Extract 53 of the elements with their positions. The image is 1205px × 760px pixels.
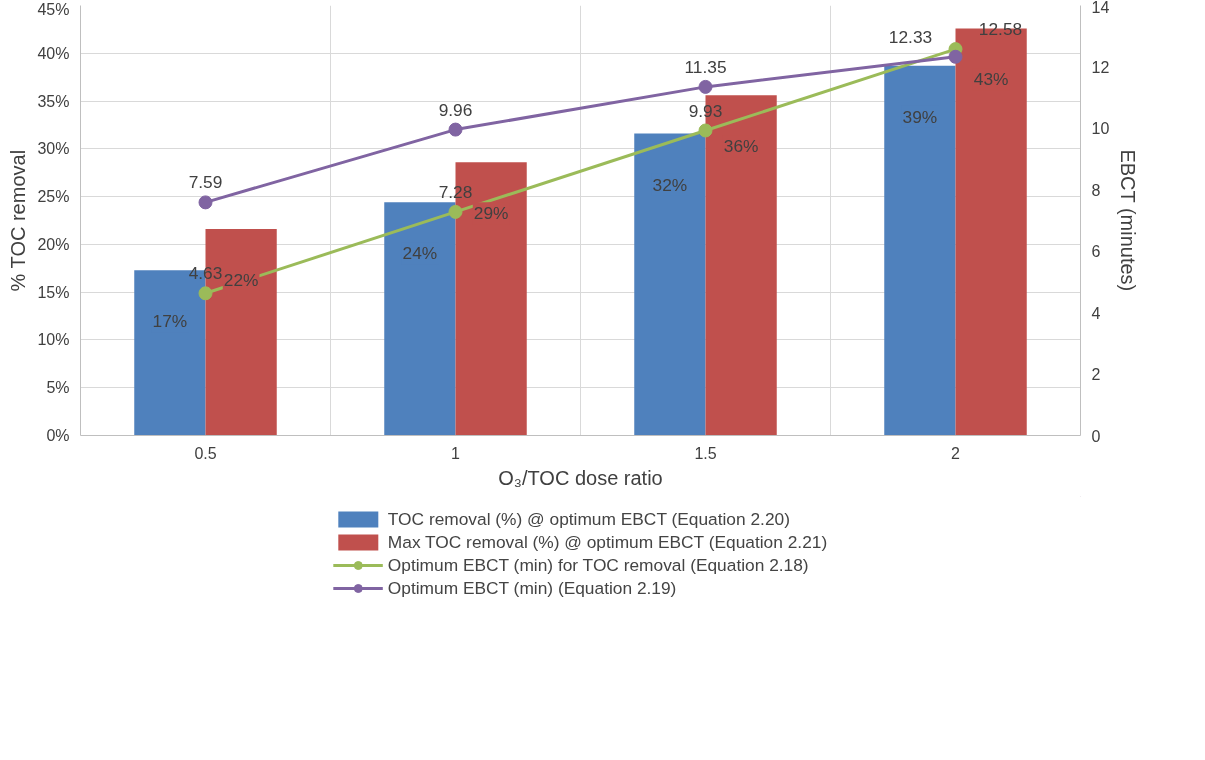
point: [948, 49, 963, 64]
y-tick-label: 0%: [46, 427, 70, 444]
y-tick-label: 10%: [37, 331, 70, 349]
data-label: 36%: [723, 136, 759, 157]
y-tick-label: 40%: [37, 44, 70, 62]
x-tick-label: 2: [951, 444, 961, 462]
y-tick-label: 15%: [37, 283, 70, 301]
y2-tick-label: 6: [1091, 243, 1101, 261]
data-label: 32%: [652, 174, 688, 195]
data-label: 22%: [223, 270, 259, 291]
data-label: 29%: [473, 203, 509, 224]
y2-axis-title: EBCT (minutes): [1117, 149, 1140, 292]
legend-label: Max TOC removal (%) @ optimum EBCT (Equation 2.21): [387, 531, 828, 553]
data-label: 39%: [902, 106, 938, 127]
data-label: 12.33: [888, 26, 933, 47]
point: [198, 195, 213, 210]
data-label: 17%: [152, 311, 188, 332]
point: [698, 79, 713, 94]
legend-label: Optimum EBCT (min) (Equation 2.19): [387, 577, 677, 599]
x-tick-label: 0.5: [194, 444, 217, 462]
y-axis-title: % TOC removal: [7, 149, 30, 292]
y-tick-label: 25%: [37, 188, 70, 206]
y2-tick-label: 4: [1091, 304, 1101, 322]
bar: [884, 65, 956, 436]
legend-label: TOC removal (%) @ optimum EBCT (Equation 2.20): [387, 508, 790, 530]
y-tick-label: 30%: [37, 140, 70, 158]
bar: [384, 202, 456, 436]
y-tick-label: 35%: [37, 92, 70, 110]
point: [448, 122, 463, 137]
y2-tick-label: 14: [1091, 0, 1110, 16]
bar: [634, 133, 706, 436]
y-tick-label: 20%: [37, 235, 70, 253]
point: [448, 204, 463, 219]
data-label: 4.63: [188, 263, 223, 284]
point: [198, 286, 213, 301]
point: [698, 123, 713, 138]
x-tick-label: 1: [451, 444, 461, 462]
y2-tick-label: 2: [1091, 366, 1101, 384]
y2-tick-label: 10: [1091, 120, 1110, 138]
y-tick-label: 5%: [46, 379, 70, 397]
x-axis-title: O₃/TOC dose ratio: [498, 466, 663, 489]
y-tick-label: 45%: [37, 0, 70, 18]
y2-tick-label: 12: [1091, 58, 1110, 76]
x-tick-label: 1.5: [694, 444, 717, 462]
data-label: 7.59: [188, 172, 223, 193]
legend-label: Optimum EBCT (min) for TOC removal (Equation 2.18): [387, 554, 809, 576]
y2-tick-label: 0: [1091, 427, 1101, 445]
data-label: 24%: [402, 243, 438, 264]
data-label: 43%: [973, 69, 1009, 90]
data-label: 9.96: [438, 99, 473, 120]
data-label: 11.35: [684, 56, 727, 77]
y2-tick-label: 8: [1091, 181, 1101, 199]
data-label: 7.28: [438, 181, 473, 202]
